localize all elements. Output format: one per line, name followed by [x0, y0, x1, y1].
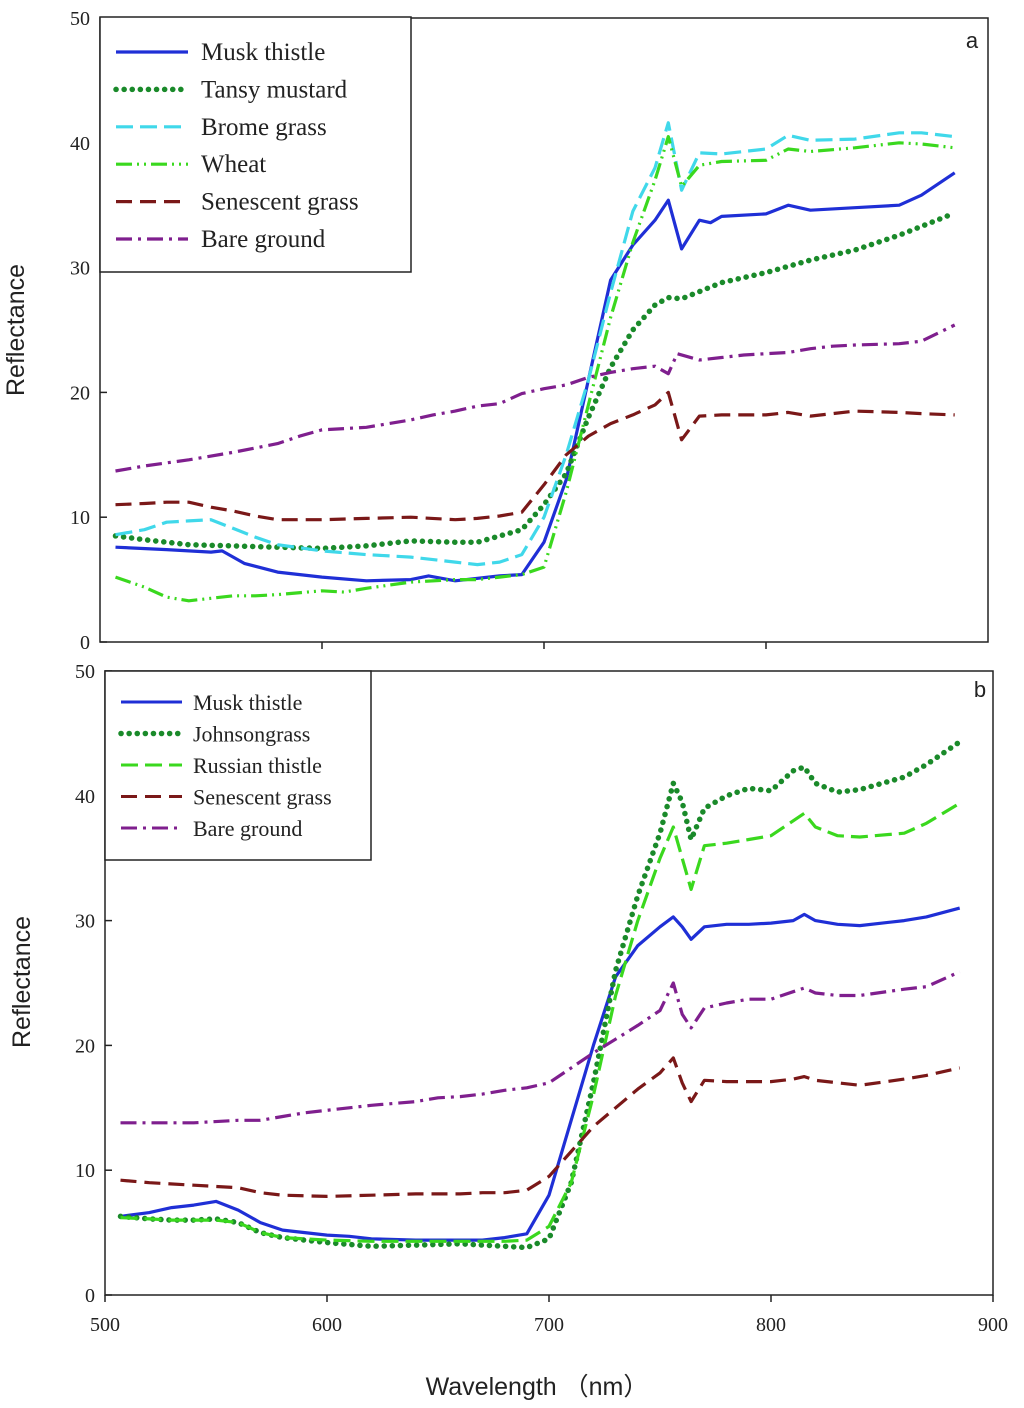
panel-a-series-line-senescent-grass [115, 390, 955, 522]
panel-b-y-tick-label: 50 [75, 661, 95, 683]
panel-a-y-axis: 0 10 20 30 40 50 [70, 8, 107, 654]
panel-a-chart: 0 10 20 30 40 50 Reflectance a Musk thistle Ta… [2, 8, 989, 654]
panel-a-legend: Musk thistle Tansy mustard Brome grass Whea… [99, 16, 412, 273]
panel-b-y-tick-label: 10 [75, 1160, 95, 1182]
panel-b-series-line-russian-thistle [120, 801, 961, 1243]
panel-b-x-axis-label: Wavelength （nm） [426, 1373, 649, 1401]
panel-b-y-tick-label: 30 [75, 911, 95, 933]
panel-a-legend-label: Bare ground [201, 226, 326, 253]
panel-a-x-axis [321, 642, 767, 649]
panel-a-y-tick-label: 40 [70, 133, 90, 155]
panel-a-y-tick-label: 30 [70, 258, 90, 280]
panel-b-y-tick-label: 40 [75, 786, 95, 808]
panel-b-panel-letter: b [974, 677, 986, 702]
panel-a-panel-letter: a [966, 28, 979, 53]
panel-b-legend-label: Bare ground [193, 816, 302, 841]
panel-a-legend-label: Musk thistle [201, 39, 325, 66]
panel-a-series-group [112, 121, 956, 603]
panel-b-series-line-bare-ground [120, 970, 961, 1125]
panel-b-series-line-senescent-grass [120, 1056, 961, 1199]
panel-b-x-tick-label: 500 [90, 1314, 120, 1336]
panel-a-y-tick-label: 20 [70, 382, 90, 404]
panel-b-x-tick-label: 700 [534, 1314, 564, 1336]
panel-a-y-tick-label: 10 [70, 507, 90, 529]
panel-b-series-line-johnsongrass [117, 740, 961, 1251]
panel-a-legend-box [99, 16, 412, 273]
panel-b-legend-label: Johnsongrass [193, 722, 310, 747]
panel-b-x-tick-label: 900 [978, 1314, 1008, 1336]
panel-b-legend: Musk thistle Johnsongrass Russian thistle S… [104, 670, 372, 861]
panel-a-y-tick-label: 0 [80, 632, 90, 654]
panel-a-y-axis-label: Reflectance [2, 264, 30, 396]
panel-a-series-line-bare-ground [115, 323, 956, 473]
panel-b-legend-label: Senescent grass [193, 785, 332, 810]
panel-b-x-axis: 500 600 700 800 900 [90, 1295, 1008, 1336]
panel-a-legend-label: Brome grass [201, 114, 327, 141]
panel-b-x-tick-label: 600 [312, 1314, 342, 1336]
panel-b-x-tick-label: 800 [756, 1314, 786, 1336]
panel-b-legend-label: Musk thistle [193, 690, 302, 715]
panel-b-legend-label: Russian thistle [193, 753, 322, 778]
panel-a-series-line-wheat [114, 135, 955, 603]
panel-a-y-tick-label: 50 [70, 8, 90, 30]
panel-b-y-tick-label: 20 [75, 1035, 95, 1057]
panel-b-series-group [117, 740, 961, 1251]
panel-a-legend-label: Tansy mustard [201, 76, 348, 103]
panel-b-y-axis: 0 10 20 30 40 50 [75, 661, 112, 1307]
panel-a-legend-label: Wheat [201, 151, 266, 178]
panel-b-y-axis-label: Reflectance [8, 916, 36, 1048]
panel-b-y-tick-label: 0 [85, 1285, 95, 1307]
panel-a-series-line-brome-grass [115, 121, 955, 567]
panel-a-legend-label: Senescent grass [201, 189, 359, 216]
panel-b-series-line-musk-thistle [120, 906, 961, 1242]
